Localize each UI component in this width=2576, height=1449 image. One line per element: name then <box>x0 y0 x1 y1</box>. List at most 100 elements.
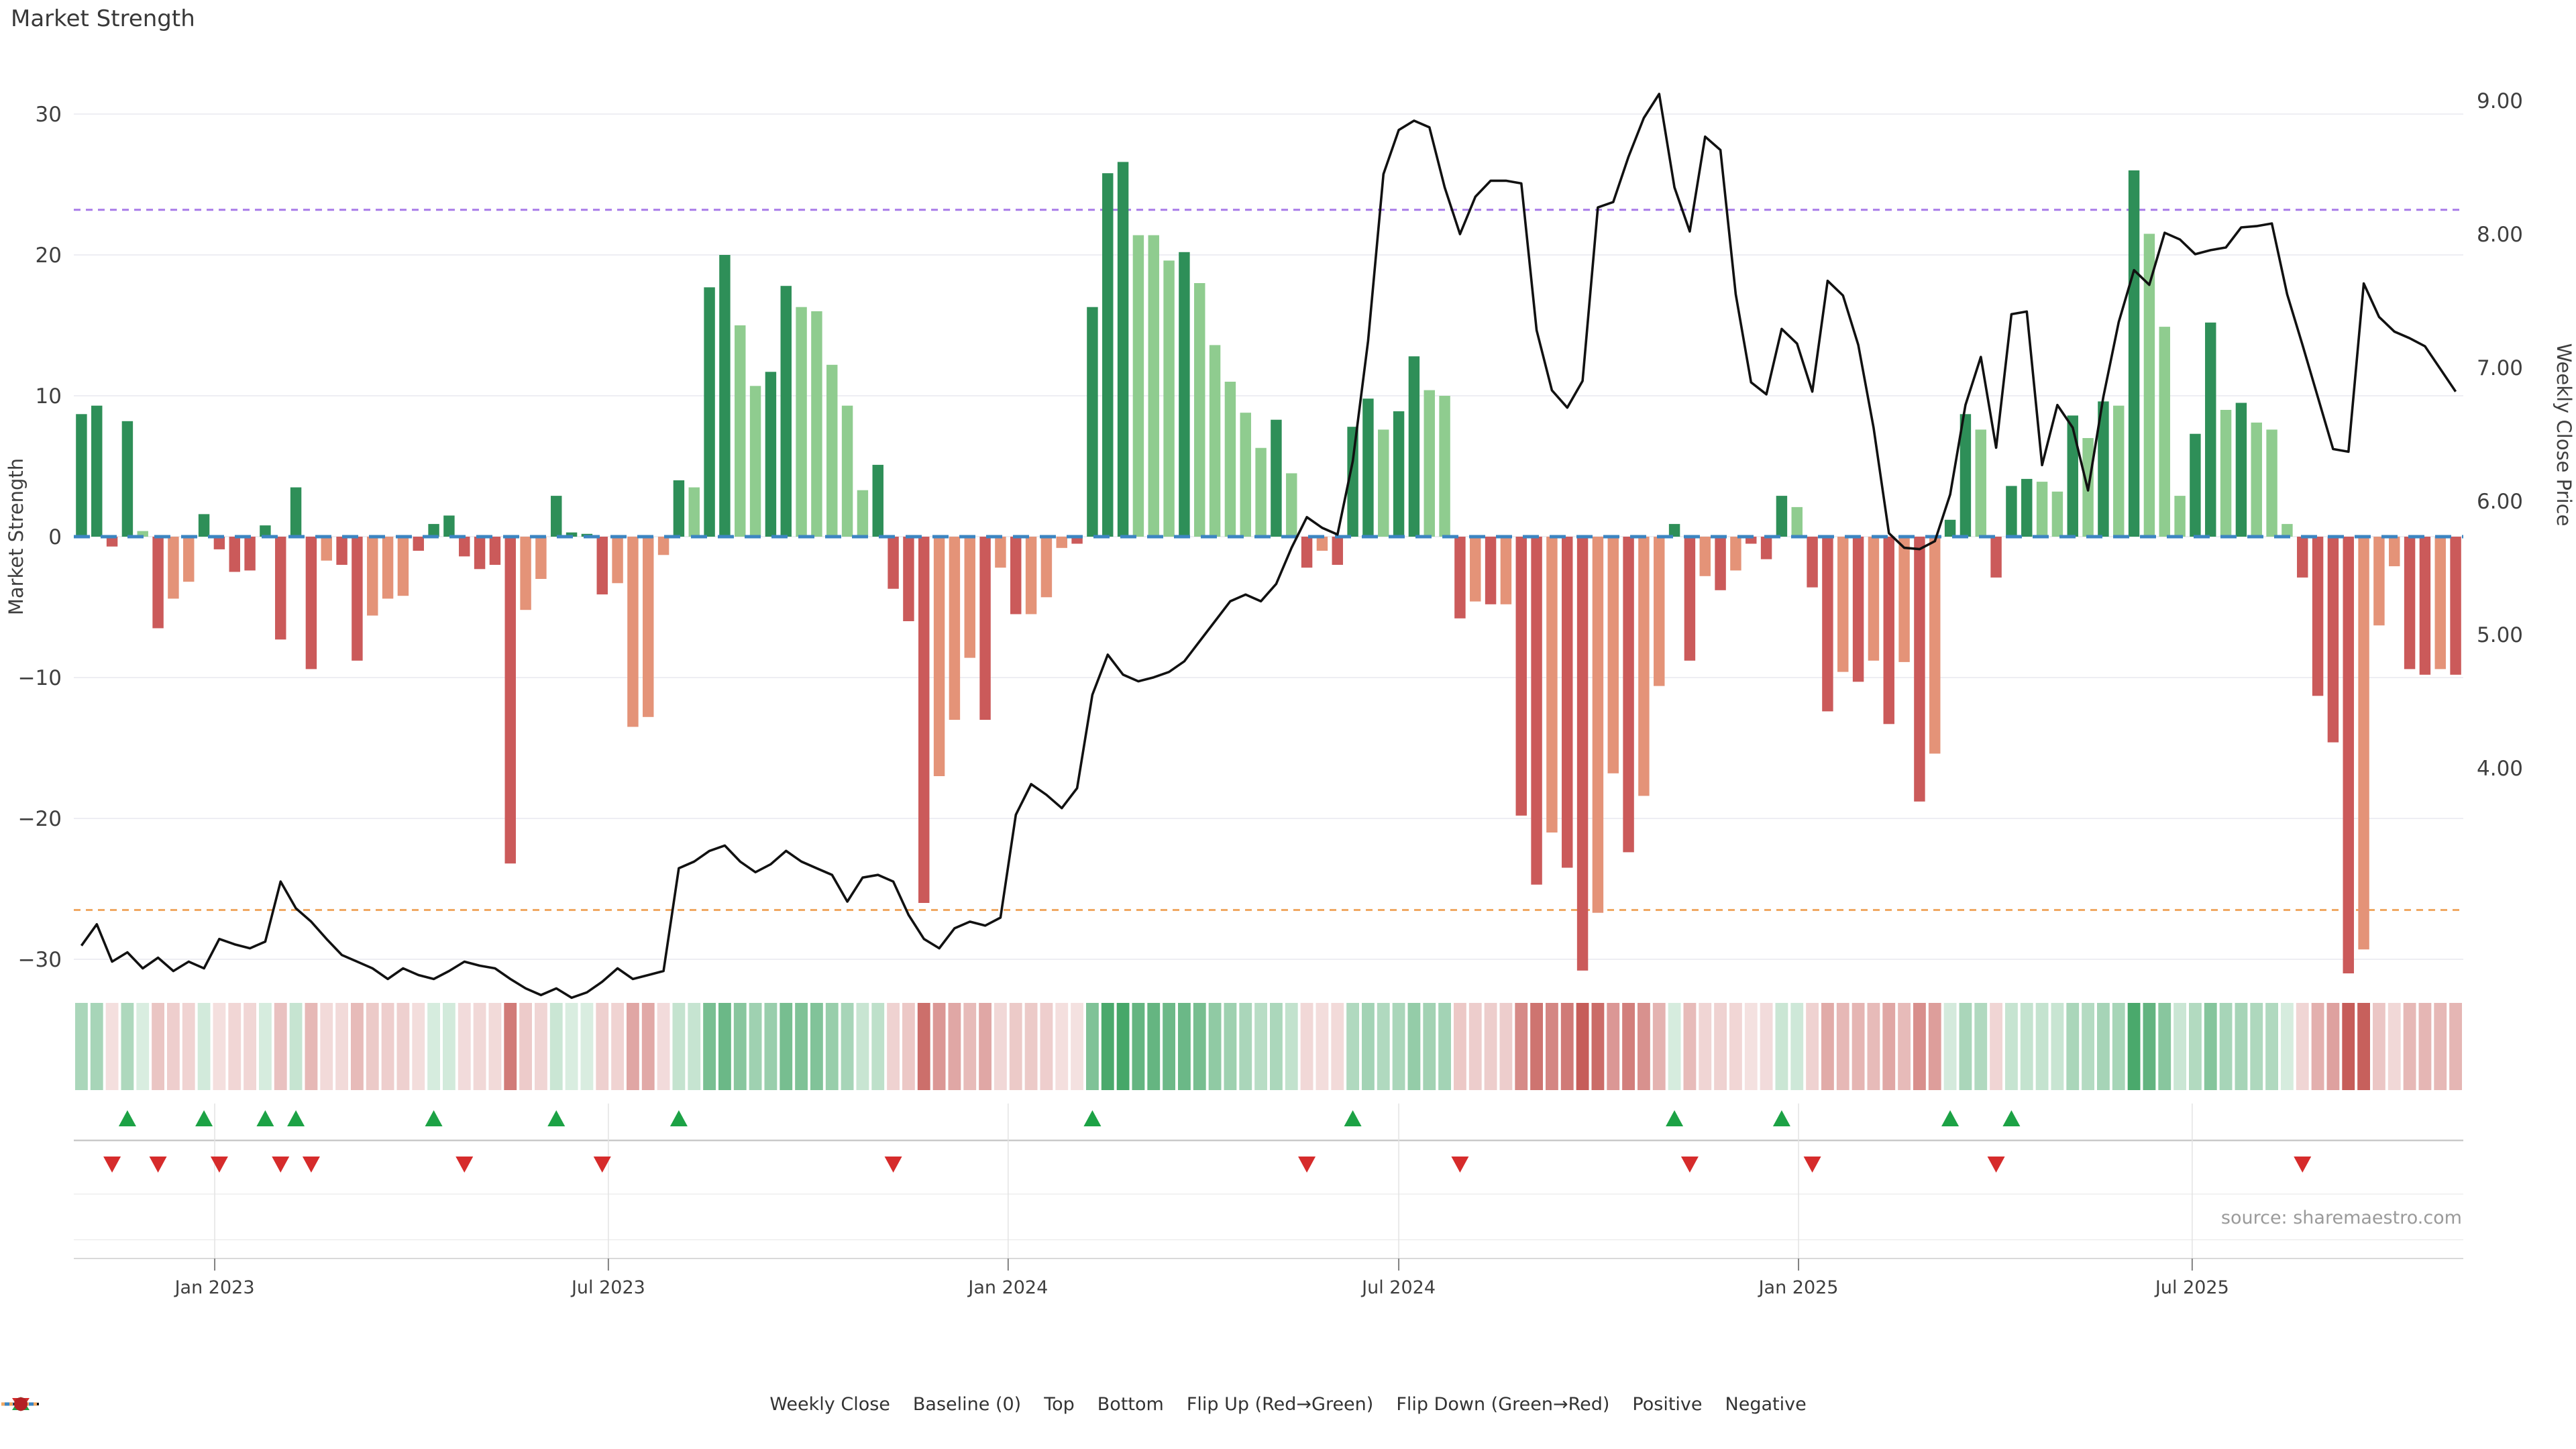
strength-bar <box>1852 537 1864 682</box>
heatmap-cell <box>2265 1003 2278 1090</box>
heatmap-cell <box>458 1003 471 1090</box>
heatmap-cell <box>1116 1003 1130 1090</box>
strength-bar <box>2419 537 2431 675</box>
strength-bar <box>352 537 363 661</box>
strength-bar <box>1807 537 1818 588</box>
heatmap-cell <box>1270 1003 1283 1090</box>
heatmap-cell <box>1729 1003 1742 1090</box>
heatmap-cell <box>2174 1003 2186 1090</box>
strength-bar <box>367 537 378 616</box>
legend-item-flip-down-green-red: Flip Down (Green→Red) <box>12 1394 1609 1415</box>
flip-down-marker <box>2294 1157 2312 1173</box>
heatmap-cell <box>917 1003 930 1090</box>
heatmap-cell <box>749 1003 762 1090</box>
strength-bar <box>1056 537 1067 548</box>
heatmap-cell <box>1468 1003 1482 1090</box>
strength-bar <box>1424 390 1435 537</box>
heatmap-cell <box>1836 1003 1849 1090</box>
strength-bar <box>1654 537 1665 686</box>
flip-down-marker <box>455 1157 474 1173</box>
flip-up-marker <box>1941 1110 1960 1126</box>
heatmap-cell <box>1714 1003 1727 1090</box>
strength-bar <box>1607 537 1619 773</box>
heatmap-cell <box>1607 1003 1620 1090</box>
strength-bar <box>2143 233 2155 537</box>
heatmap-cell <box>932 1003 946 1090</box>
strength-bar <box>964 537 975 658</box>
x-tick-label: Jul 2024 <box>1360 1277 1436 1298</box>
heatmap-cell <box>1898 1003 1911 1090</box>
strength-bar <box>627 537 639 727</box>
heatmap-cell <box>2326 1003 2340 1090</box>
heatmap-cell <box>1668 1003 1681 1090</box>
heatmap-cell <box>213 1003 226 1090</box>
strength-bar <box>2434 537 2446 669</box>
flip-up-marker <box>547 1110 566 1126</box>
strength-bar <box>704 287 715 537</box>
heatmap-cell <box>688 1003 701 1090</box>
heatmap-cell <box>611 1003 624 1090</box>
strength-bar <box>1255 447 1267 537</box>
heatmap-cell <box>1331 1003 1344 1090</box>
strength-bar <box>535 537 547 579</box>
heatmap-cell <box>1055 1003 1069 1090</box>
heatmap-cell <box>2387 1003 2401 1090</box>
heatmap-cell <box>396 1003 410 1090</box>
heatmap-cell <box>1652 1003 1666 1090</box>
heatmap-cell <box>1423 1003 1436 1090</box>
heatmap-cell <box>2434 1003 2447 1090</box>
right-axis-tick-label: 8.00 <box>2477 223 2523 247</box>
strength-bar <box>504 537 516 864</box>
strength-bar <box>1485 537 1497 604</box>
strength-bar <box>1883 537 1894 724</box>
strength-bar <box>2373 537 2385 626</box>
flip-down-marker <box>1451 1157 1469 1173</box>
strength-bar <box>1087 307 1098 537</box>
heatmap-cell <box>1163 1003 1175 1090</box>
strength-bar <box>657 537 669 555</box>
strength-bar <box>1960 414 1972 537</box>
heatmap-cell <box>549 1003 563 1090</box>
heatmap-cell <box>274 1003 287 1090</box>
strength-bar <box>2282 524 2293 537</box>
strength-bar <box>397 537 409 596</box>
heatmap-cell <box>1576 1003 1589 1090</box>
strength-bar <box>719 255 731 537</box>
strength-bar <box>688 487 700 537</box>
strength-bar <box>1699 537 1711 576</box>
left-axis-title: Market Strength <box>5 458 28 615</box>
strength-bar <box>1117 162 1129 537</box>
heatmap-cell <box>2311 1003 2324 1090</box>
strength-bar <box>811 311 822 537</box>
heatmap-cell <box>443 1003 455 1090</box>
strength-bar <box>413 537 424 551</box>
heatmap-cell <box>856 1003 869 1090</box>
heatmap-cell <box>2020 1003 2033 1090</box>
heatmap-cell <box>2112 1003 2125 1090</box>
heatmap-cell <box>733 1003 747 1090</box>
flip-up-marker <box>256 1110 274 1126</box>
strength-bar <box>949 537 961 720</box>
heatmap-cell <box>1392 1003 1405 1090</box>
heatmap-cell <box>2127 1003 2141 1090</box>
strength-bar <box>76 414 87 537</box>
strength-bar <box>1010 537 1022 614</box>
heatmap-cell <box>1959 1003 1972 1090</box>
strength-bar <box>2450 537 2461 675</box>
heatmap-cell <box>1591 1003 1605 1090</box>
strength-bar <box>1209 345 1221 537</box>
heatmap-cell <box>366 1003 379 1090</box>
heatmap-cell <box>1024 1003 1038 1090</box>
heatmap-cell <box>2005 1003 2018 1090</box>
strength-bar <box>2051 491 2063 537</box>
heatmap-cell <box>1943 1003 1957 1090</box>
strength-bar <box>765 372 777 537</box>
heatmap-cell <box>1622 1003 1635 1090</box>
heatmap-cell <box>351 1003 364 1090</box>
x-tick-label: Jul 2023 <box>570 1277 645 1298</box>
left-axis-tick-label: −30 <box>18 948 62 972</box>
heatmap-cell <box>1744 1003 1758 1090</box>
legend-item-top: Top <box>1 1394 1075 1415</box>
strength-bar <box>749 386 761 537</box>
